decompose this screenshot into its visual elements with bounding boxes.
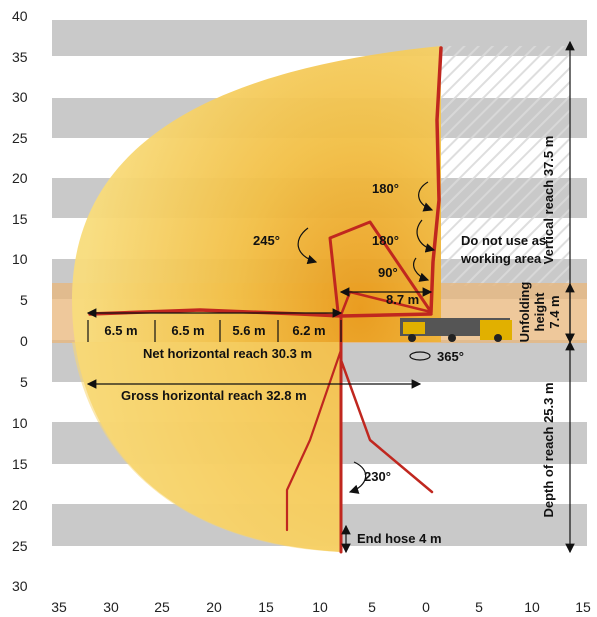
no-work-area	[441, 46, 570, 286]
left-tick: 5	[20, 292, 28, 308]
segment-label: 5.6 m	[232, 323, 265, 338]
unfolding-height-line2: height	[532, 292, 547, 332]
do-not-use-line2: working area	[460, 251, 542, 266]
bottom-tick: 10	[312, 599, 328, 615]
bottom-tick: 25	[154, 599, 170, 615]
angle-180-top: 180°	[372, 181, 399, 196]
depth-of-reach-label: Depth of reach 25.3 m	[541, 382, 556, 517]
left-axis: 40 35 30 25 20 15 10 5 0 5 10 15 20 25 3…	[12, 8, 28, 594]
left-tick: 35	[12, 49, 28, 65]
reach-envelope-lower	[72, 342, 341, 552]
bottom-tick: 35	[51, 599, 67, 615]
unfolding-height-line1: Unfolding	[517, 282, 532, 343]
left-tick: 10	[12, 415, 28, 431]
left-tick: 20	[12, 170, 28, 186]
segment-labels: 6.5 m 6.5 m 5.6 m 6.2 m	[104, 323, 325, 338]
bottom-tick: 0	[422, 599, 430, 615]
do-not-use-line1: Do not use as	[461, 233, 546, 248]
bottom-tick: 15	[258, 599, 274, 615]
net-horizontal-reach: Net horizontal reach 30.3 m	[143, 346, 312, 361]
left-tick: 0	[20, 333, 28, 349]
segment-label: 6.5 m	[171, 323, 204, 338]
bottom-tick: 20	[206, 599, 222, 615]
bottom-tick: 10	[524, 599, 540, 615]
left-tick: 15	[12, 211, 28, 227]
left-tick: 25	[12, 538, 28, 554]
left-tick: 40	[12, 8, 28, 24]
bottom-tick: 30	[103, 599, 119, 615]
angle-245: 245°	[253, 233, 280, 248]
angle-90: 90°	[378, 265, 398, 280]
dimension-lines	[86, 40, 575, 554]
segment-label: 6.5 m	[104, 323, 137, 338]
end-hose-label: End hose 4 m	[357, 531, 442, 546]
vertical-reach-label: Vertical reach 37.5 m	[541, 136, 556, 265]
boom-length-label: 8.7 m	[386, 292, 419, 307]
bottom-tick: 5	[475, 599, 483, 615]
truck	[400, 318, 512, 342]
left-tick: 10	[12, 251, 28, 267]
segment-label: 6.2 m	[292, 323, 325, 338]
gross-horizontal-reach: Gross horizontal reach 32.8 m	[121, 388, 307, 403]
left-tick: 5	[20, 374, 28, 390]
bottom-tick: 5	[368, 599, 376, 615]
rotation-label: 365°	[437, 349, 464, 364]
left-tick: 15	[12, 456, 28, 472]
left-tick: 25	[12, 130, 28, 146]
left-tick: 20	[12, 497, 28, 513]
bottom-axis: 35 30 25 20 15 10 5 0 5 10 15	[51, 599, 591, 615]
angle-180-mid: 180°	[372, 233, 399, 248]
bottom-tick: 15	[575, 599, 591, 615]
angle-230: 230°	[364, 469, 391, 484]
left-tick: 30	[12, 578, 28, 594]
unfolding-height-line3: 7.4 m	[547, 295, 562, 328]
left-tick: 30	[12, 89, 28, 105]
